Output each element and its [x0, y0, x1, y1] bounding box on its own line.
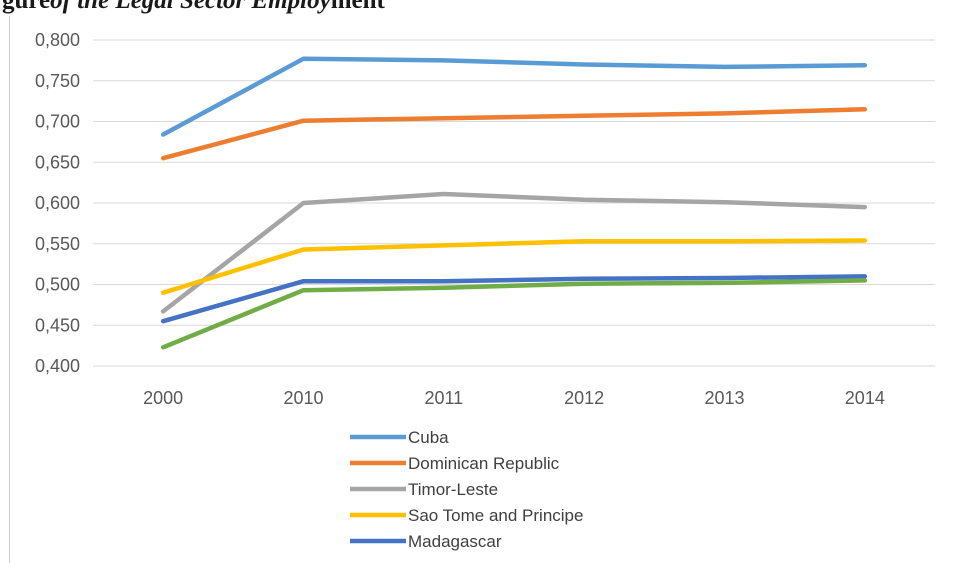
x-tick-label: 2012 [564, 388, 604, 408]
caption-italic: of the Legal Sector Employ [50, 0, 331, 14]
legend-label: Dominican Republic [408, 454, 560, 473]
series-line-dominican-republic [160, 107, 868, 161]
series-line-madagascar [160, 274, 868, 324]
y-tick-label: 0,500 [35, 275, 80, 295]
caption-tail: ment [330, 0, 385, 14]
y-tick-label: 0,750 [35, 71, 80, 91]
y-tick-label: 0,450 [35, 315, 80, 335]
figure-caption: gureof the Legal Sector Employment [2, 0, 385, 15]
legend-label: Madagascar [408, 532, 502, 551]
series-line-timor-leste [160, 191, 868, 314]
series-lines [160, 56, 868, 350]
frame-rule [9, 16, 10, 563]
y-tick-label: 0,550 [35, 234, 80, 254]
series-line-unnamed-5 [160, 278, 868, 350]
x-tick-label: 2014 [845, 388, 885, 408]
legend-label: Cuba [408, 428, 449, 447]
y-axis: 0,400 0,450 0,500 0,550 0,600 0,650 0,700 0,750… [35, 30, 80, 376]
x-tick-label: 2000 [143, 388, 183, 408]
legend: Cuba Dominican Republic Timor-Leste Sao Tom… [350, 428, 583, 551]
x-axis: 2000 2010 2011 2012 2013 2014 [143, 388, 885, 408]
x-tick-label: 2010 [283, 388, 323, 408]
legend-label: Sao Tome and Principe [408, 506, 583, 525]
series-line-cuba [160, 56, 868, 137]
x-tick-label: 2011 [424, 388, 463, 408]
caption-lead: gure [2, 0, 51, 14]
y-tick-label: 0,600 [35, 193, 80, 213]
y-tick-label: 0,800 [35, 30, 80, 50]
y-tick-label: 0,650 [35, 152, 80, 172]
x-tick-label: 2013 [704, 388, 744, 408]
series-line-sao-tome-and-principe [160, 238, 868, 295]
y-tick-label: 0,400 [35, 356, 80, 376]
y-tick-label: 0,700 [35, 112, 80, 132]
legend-label: Timor-Leste [408, 480, 498, 499]
